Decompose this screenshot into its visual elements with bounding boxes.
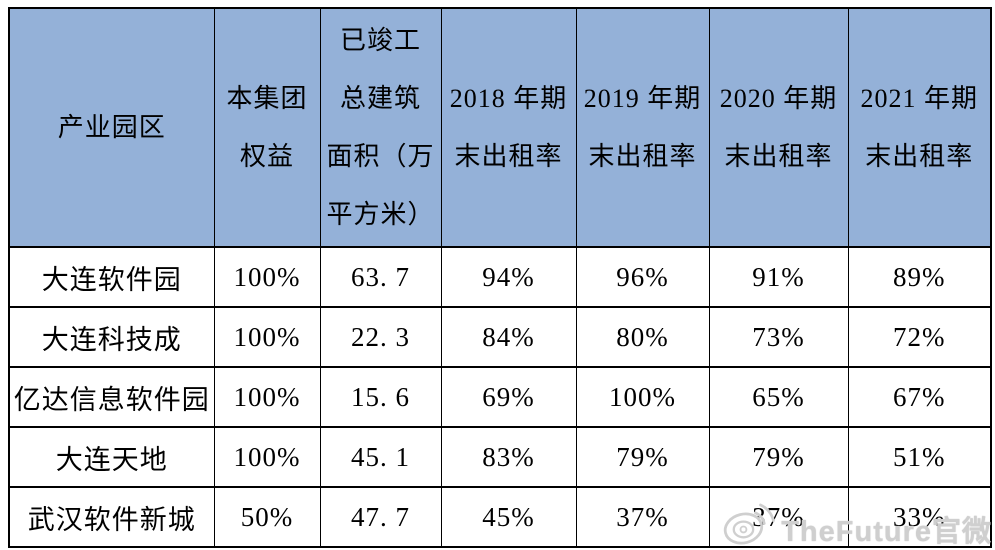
table-row: 大连科技成 100% 22. 3 84% 80% 73% 72% (8, 306, 992, 368)
header-floor-area: 已竣工 总建筑 面积（万 平方米） (319, 7, 442, 248)
cell-park-name: 武汉软件新城 (8, 486, 215, 548)
table-row: 大连软件园 100% 63. 7 94% 96% 91% 89% (8, 246, 992, 308)
cell-occ-2018: 83% (440, 426, 577, 488)
header-row: 产业园区 本集团 权益 已竣工 总建筑 面积（万 平方米） 2018 年期 末出… (8, 7, 992, 248)
cell-occ-2018: 45% (440, 486, 577, 548)
cell-equity: 100% (213, 306, 321, 368)
cell-area: 15. 6 (319, 366, 442, 428)
cell-occ-2020: 79% (708, 426, 849, 488)
cell-area: 22. 3 (319, 306, 442, 368)
cell-occ-2020: 73% (708, 306, 849, 368)
header-occupancy-2021: 2021 年期 末出租率 (847, 7, 992, 248)
cell-equity: 50% (213, 486, 321, 548)
cell-equity: 100% (213, 246, 321, 308)
cell-park-name: 大连软件园 (8, 246, 215, 308)
cell-occ-2019: 80% (575, 306, 710, 368)
header-park: 产业园区 (8, 7, 215, 248)
cell-occ-2018: 69% (440, 366, 577, 428)
cell-occ-2021: 72% (847, 306, 992, 368)
cell-occ-2019: 37% (575, 486, 710, 548)
cell-area: 47. 7 (319, 486, 442, 548)
cell-occ-2020: 91% (708, 246, 849, 308)
cell-occ-2019: 79% (575, 426, 710, 488)
cell-occ-2021: 51% (847, 426, 992, 488)
header-occupancy-2019: 2019 年期 末出租率 (575, 7, 710, 248)
cell-occ-2021: 67% (847, 366, 992, 428)
cell-park-name: 亿达信息软件园 (8, 366, 215, 428)
header-occupancy-2018: 2018 年期 末出租率 (440, 7, 577, 248)
cell-occ-2019: 100% (575, 366, 710, 428)
cell-occ-2020: 37% (708, 486, 849, 548)
header-group-equity: 本集团 权益 (213, 7, 321, 248)
cell-occ-2018: 84% (440, 306, 577, 368)
cell-equity: 100% (213, 366, 321, 428)
table-row: 亿达信息软件园 100% 15. 6 69% 100% 65% 67% (8, 366, 992, 428)
table-row: 武汉软件新城 50% 47. 7 45% 37% 37% 33% (8, 486, 992, 548)
cell-occ-2019: 96% (575, 246, 710, 308)
cell-occ-2021: 33% (847, 486, 992, 548)
cell-occ-2021: 89% (847, 246, 992, 308)
cell-area: 45. 1 (319, 426, 442, 488)
table-row: 大连天地 100% 45. 1 83% 79% 79% 51% (8, 426, 992, 488)
cell-area: 63. 7 (319, 246, 442, 308)
cell-park-name: 大连科技成 (8, 306, 215, 368)
header-occupancy-2020: 2020 年期 末出租率 (708, 7, 849, 248)
cell-occ-2020: 65% (708, 366, 849, 428)
cell-occ-2018: 94% (440, 246, 577, 308)
cell-equity: 100% (213, 426, 321, 488)
occupancy-table: 产业园区 本集团 权益 已竣工 总建筑 面积（万 平方米） 2018 年期 末出… (8, 7, 992, 548)
cell-park-name: 大连天地 (8, 426, 215, 488)
